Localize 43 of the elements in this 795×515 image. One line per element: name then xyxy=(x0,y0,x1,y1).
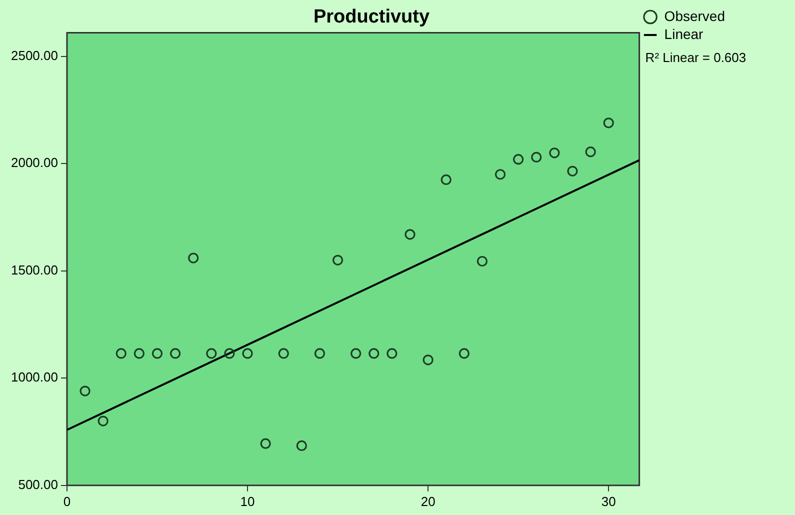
point xyxy=(260,438,271,449)
point xyxy=(278,348,289,359)
point xyxy=(224,348,235,359)
text: R² Linear = 0.603 xyxy=(645,50,746,66)
point xyxy=(404,229,416,240)
point xyxy=(188,252,199,264)
x-tick-label: 20 xyxy=(420,494,436,509)
point xyxy=(242,348,253,359)
point xyxy=(350,348,362,359)
point xyxy=(368,348,380,359)
point xyxy=(603,118,614,128)
point xyxy=(134,348,145,359)
point xyxy=(98,416,108,426)
point xyxy=(476,256,488,267)
chart-title: Productivuty xyxy=(313,6,430,28)
point xyxy=(152,348,163,359)
x-tick-label: 30 xyxy=(601,494,616,509)
point xyxy=(440,174,452,186)
point xyxy=(422,354,434,366)
legend-label: Observed xyxy=(664,8,726,24)
point xyxy=(513,154,524,165)
point xyxy=(531,152,542,163)
point xyxy=(458,348,470,359)
point xyxy=(549,148,560,158)
point xyxy=(386,348,398,359)
y-tick-label: 1000.00 xyxy=(10,370,58,385)
legend-label: Linear xyxy=(664,26,704,42)
y-tick-label: 2500.00 xyxy=(10,48,58,63)
point xyxy=(332,254,344,266)
y-tick-label: 500.00 xyxy=(18,476,58,492)
x-tick-label: 10 xyxy=(240,494,255,509)
point xyxy=(585,146,596,158)
point xyxy=(170,348,181,359)
point xyxy=(206,348,217,359)
point xyxy=(80,386,90,396)
point xyxy=(116,348,126,359)
x-tick-label: 0 xyxy=(63,494,71,509)
y-tick-label: 2000.00 xyxy=(10,155,58,170)
y-tick-label: 1500.00 xyxy=(10,262,58,278)
point xyxy=(314,348,326,359)
point xyxy=(567,166,578,176)
point xyxy=(296,440,307,452)
point xyxy=(494,169,506,180)
